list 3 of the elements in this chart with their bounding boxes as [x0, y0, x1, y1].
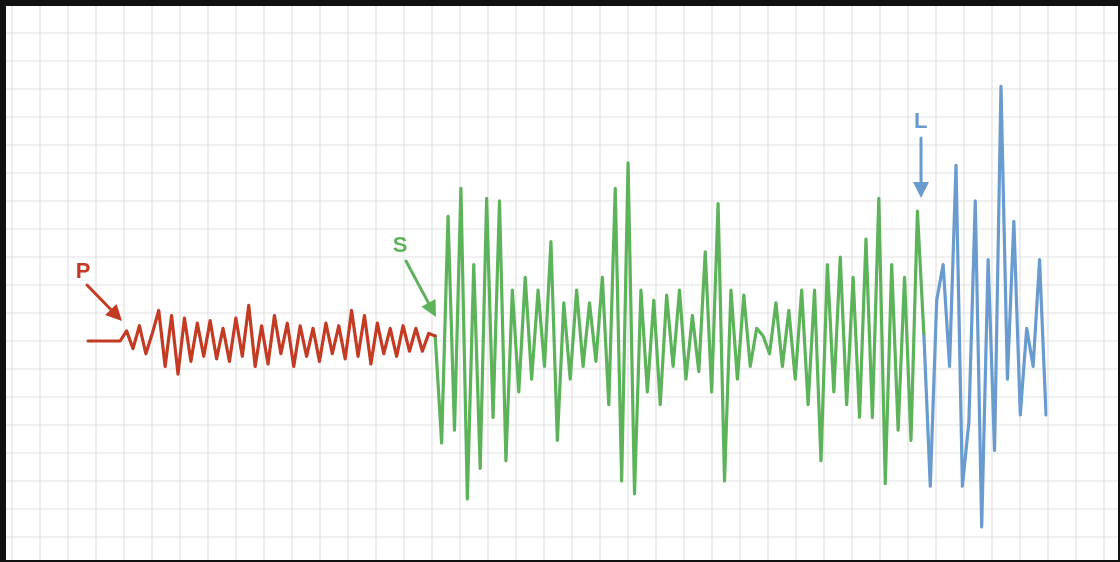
annotation: P	[75, 258, 91, 284]
annotation: L	[914, 108, 928, 134]
annotation: S	[392, 232, 408, 258]
